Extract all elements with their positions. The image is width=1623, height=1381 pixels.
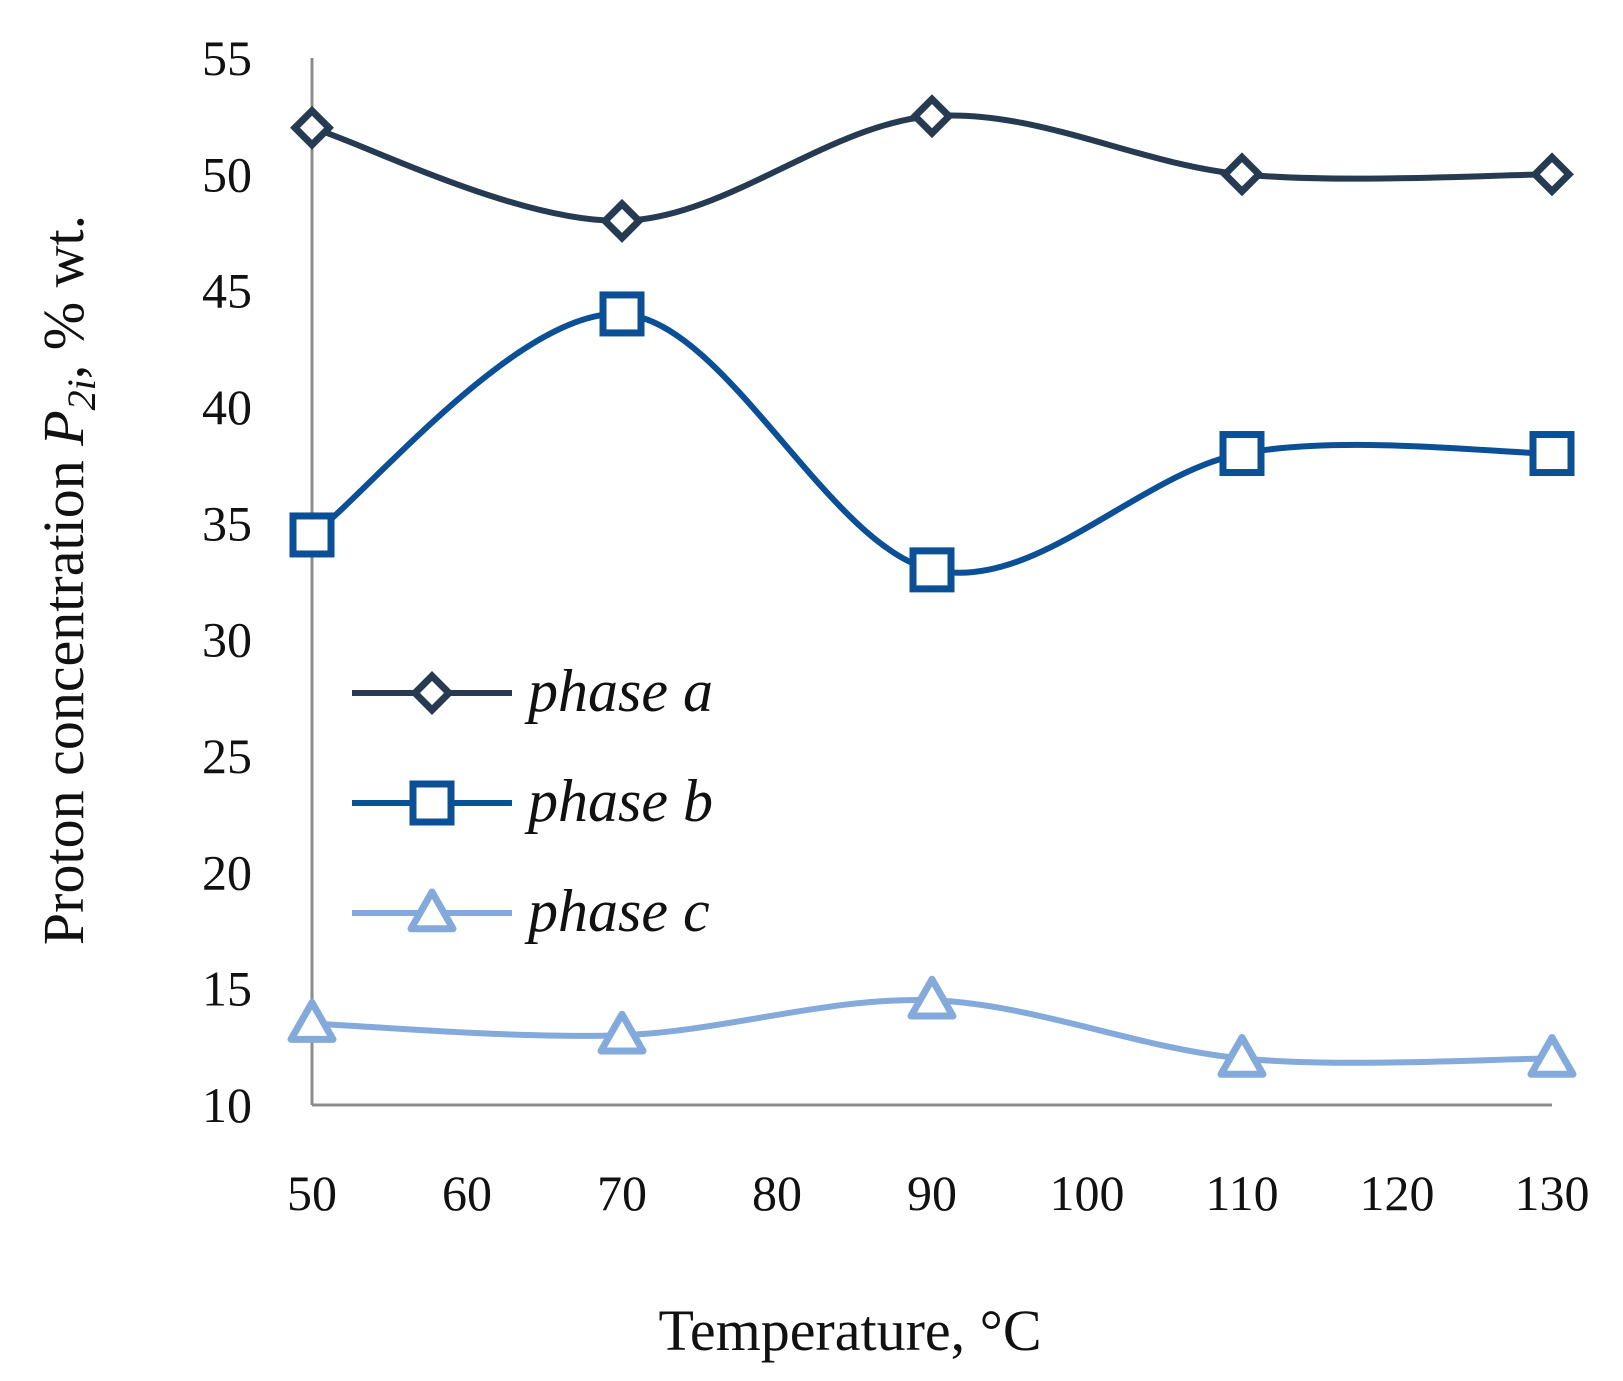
x-tick-label: 60 <box>442 1165 492 1221</box>
x-tick-label: 130 <box>1515 1165 1590 1221</box>
y-axis-title-symbol: P <box>31 410 96 446</box>
x-tick-labels: 50 60 70 80 90 100 110 120 130 <box>287 1165 1590 1221</box>
y-axis-title-subscript: 2i <box>59 379 104 410</box>
data-point-square <box>289 512 335 558</box>
legend-entry: phase b <box>352 768 713 834</box>
legend-marker-triangle <box>407 888 457 933</box>
legend-entry: phase a <box>352 658 713 724</box>
x-tick-label: 120 <box>1360 1165 1435 1221</box>
series-layer <box>287 94 1577 1078</box>
legend-label: phase a <box>524 658 713 724</box>
y-axis-title: Proton concentration P2i, % wt. <box>31 215 104 945</box>
x-tick-label: 90 <box>907 1165 957 1221</box>
y-tick-label: 25 <box>202 728 252 784</box>
legend: phase a phase b phase c <box>352 658 713 944</box>
data-point-diamond <box>1530 152 1574 197</box>
data-point-square <box>909 547 955 593</box>
data-point-diamond <box>910 94 954 139</box>
y-tick-label: 20 <box>202 844 252 900</box>
data-point-square <box>599 291 645 337</box>
legend-marker-diamond <box>410 671 454 715</box>
series-phase-a <box>290 94 1574 243</box>
y-tick-label: 35 <box>202 495 252 551</box>
data-point-triangle <box>1527 1033 1577 1078</box>
data-point-triangle <box>597 1010 647 1055</box>
y-axis-title-prefix: Proton concentration <box>31 446 96 945</box>
x-axis-title: Temperature, °C <box>658 1298 1041 1363</box>
legend-label: phase c <box>524 878 710 944</box>
y-tick-labels: 10 15 20 25 30 35 40 45 50 55 <box>202 30 252 1133</box>
data-point-square <box>1529 431 1575 477</box>
data-point-diamond <box>290 105 334 150</box>
y-tick-label: 55 <box>202 30 252 86</box>
y-tick-label: 10 <box>202 1077 252 1133</box>
x-tick-label: 110 <box>1205 1165 1278 1221</box>
legend-marker-square <box>409 780 455 826</box>
x-tick-label: 70 <box>597 1165 647 1221</box>
data-point-triangle <box>287 999 337 1043</box>
data-point-diamond <box>1220 152 1264 197</box>
y-tick-label: 50 <box>202 146 252 202</box>
series-line <box>309 310 1555 576</box>
series-phase-b <box>289 291 1575 593</box>
y-tick-label: 45 <box>202 263 252 319</box>
y-axis-title-suffix: , % wt. <box>31 215 96 379</box>
legend-label: phase b <box>524 768 713 834</box>
y-tick-label: 40 <box>202 379 252 435</box>
series-phase-c <box>287 975 1577 1078</box>
data-point-triangle <box>1217 1033 1267 1078</box>
y-tick-label: 15 <box>202 961 252 1017</box>
data-point-diamond <box>600 198 644 243</box>
x-tick-label: 50 <box>287 1165 337 1221</box>
x-tick-label: 100 <box>1050 1165 1125 1221</box>
data-point-triangle <box>907 975 957 1020</box>
axes <box>310 58 1552 1107</box>
legend-entry: phase c <box>352 878 710 944</box>
x-tick-label: 80 <box>752 1165 802 1221</box>
y-tick-label: 30 <box>202 612 252 668</box>
data-point-square <box>1219 431 1265 477</box>
